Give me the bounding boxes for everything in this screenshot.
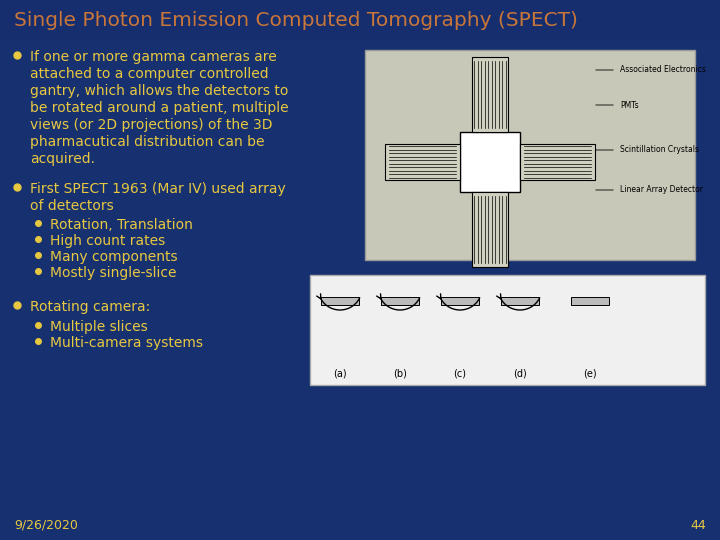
FancyBboxPatch shape [365,50,695,260]
Text: High count rates: High count rates [50,234,166,248]
FancyBboxPatch shape [441,297,479,305]
Text: (d): (d) [513,369,527,379]
Text: acquired.: acquired. [30,152,95,166]
Text: 44: 44 [690,519,706,532]
FancyBboxPatch shape [385,144,460,180]
Text: Mostly single-slice: Mostly single-slice [50,266,176,280]
Text: Associated Electronics: Associated Electronics [620,65,706,75]
Text: Linear Array Detector: Linear Array Detector [620,186,703,194]
FancyBboxPatch shape [321,297,359,305]
Text: gantry, which allows the detectors to: gantry, which allows the detectors to [30,84,289,98]
FancyBboxPatch shape [472,192,508,267]
FancyBboxPatch shape [501,297,539,305]
Text: Rotation, Translation: Rotation, Translation [50,218,193,232]
Text: (b): (b) [393,369,407,379]
FancyBboxPatch shape [460,132,520,192]
FancyBboxPatch shape [472,57,508,132]
Text: Scintillation Crystals: Scintillation Crystals [620,145,699,154]
FancyBboxPatch shape [0,0,720,40]
Text: pharmacutical distribution can be: pharmacutical distribution can be [30,135,264,149]
Text: (c): (c) [454,369,467,379]
Text: (e): (e) [583,369,597,379]
Text: attached to a computer controlled: attached to a computer controlled [30,67,269,81]
Text: Single Photon Emission Computed Tomography (SPECT): Single Photon Emission Computed Tomograp… [14,10,578,30]
Text: Multi-camera systems: Multi-camera systems [50,336,203,350]
FancyBboxPatch shape [571,297,609,305]
Text: Multiple slices: Multiple slices [50,320,148,334]
Text: of detectors: of detectors [30,199,114,213]
FancyBboxPatch shape [520,144,595,180]
Text: PMTs: PMTs [620,100,639,110]
Text: be rotated around a patient, multiple: be rotated around a patient, multiple [30,101,289,115]
FancyBboxPatch shape [381,297,419,305]
Text: First SPECT 1963 (Mar IV) used array: First SPECT 1963 (Mar IV) used array [30,182,286,196]
Text: Rotating camera:: Rotating camera: [30,300,150,314]
Text: Many components: Many components [50,250,178,264]
Text: views (or 2D projections) of the 3D: views (or 2D projections) of the 3D [30,118,272,132]
Text: If one or more gamma cameras are: If one or more gamma cameras are [30,50,276,64]
Text: (a): (a) [333,369,347,379]
FancyBboxPatch shape [310,275,705,385]
Text: 9/26/2020: 9/26/2020 [14,519,78,532]
